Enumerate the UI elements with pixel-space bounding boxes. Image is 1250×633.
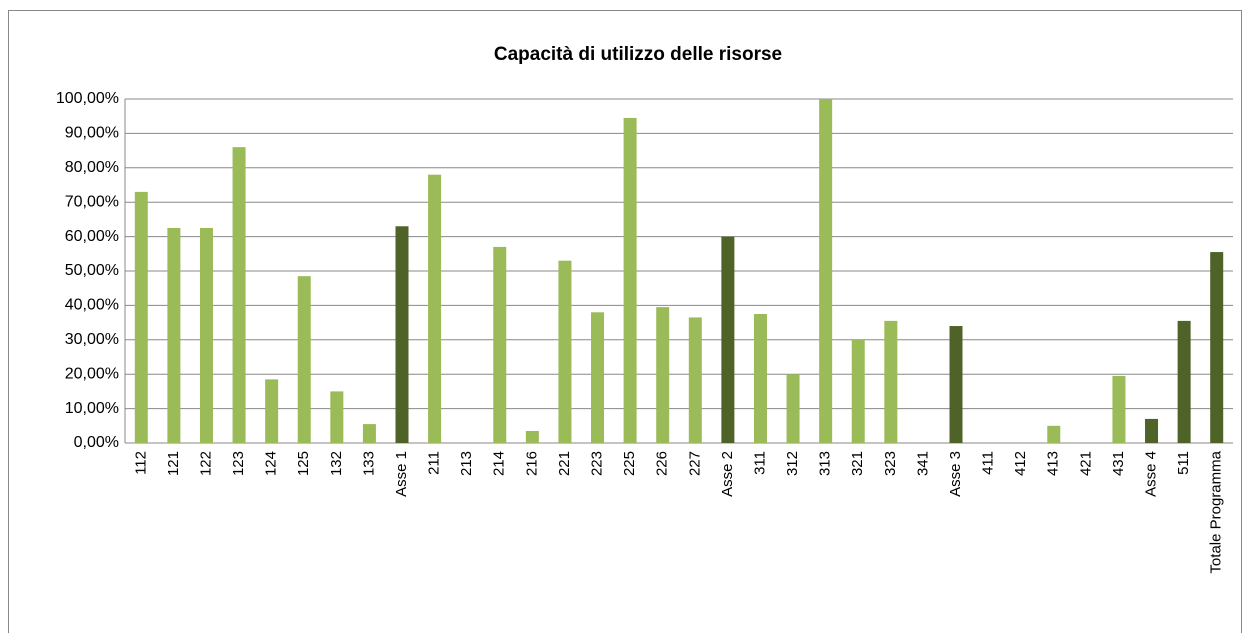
x-tick-label: 421 [1077, 451, 1094, 476]
y-tick-label: 60,00% [65, 228, 119, 245]
x-tick-label: 122 [197, 451, 214, 476]
x-tick-label: 125 [295, 451, 312, 476]
x-tick-label: Asse 2 [719, 451, 736, 497]
x-tick-label: 226 [654, 451, 671, 476]
bar [1112, 375, 1126, 443]
x-tick-label: 323 [882, 451, 899, 476]
x-tick-label: 413 [1045, 451, 1062, 476]
y-tick-label: 10,00% [65, 400, 119, 417]
bar [753, 314, 767, 443]
x-tick-label: 213 [458, 451, 475, 476]
x-tick-label: 321 [849, 451, 866, 476]
bar [949, 326, 963, 443]
bar [362, 424, 376, 443]
bar [134, 191, 148, 443]
x-tick-label: 412 [1012, 451, 1029, 476]
bar [232, 147, 246, 443]
x-tick-label: 227 [686, 451, 703, 476]
bar [851, 339, 865, 443]
y-tick-label: 70,00% [65, 193, 119, 210]
bar [819, 99, 833, 443]
x-tick-label: 341 [914, 451, 931, 476]
x-tick-label: 124 [263, 451, 280, 476]
bar [786, 374, 800, 443]
x-tick-label: 311 [751, 451, 768, 475]
bar [330, 391, 344, 443]
x-tick-label: Asse 3 [947, 451, 964, 497]
bar [688, 317, 702, 443]
x-tick-label: 121 [165, 451, 182, 476]
chart-title: Capacità di utilizzo delle risorse [494, 44, 782, 65]
y-tick-label: 100,00% [56, 90, 119, 107]
y-tick-label: 0,00% [74, 434, 119, 451]
bar [1047, 425, 1061, 443]
x-tick-label: Asse 1 [393, 451, 410, 497]
bar [884, 320, 898, 443]
y-tick-label: 90,00% [65, 125, 119, 142]
x-tick-label: 112 [132, 451, 149, 475]
x-tick-label: 214 [491, 451, 508, 476]
bar [265, 379, 279, 443]
bar [591, 312, 605, 443]
bar [721, 236, 735, 443]
bar [1210, 252, 1224, 443]
bar [623, 117, 637, 444]
bar [395, 226, 409, 443]
bar [297, 276, 311, 443]
y-tick-label: 40,00% [65, 297, 119, 314]
bar [558, 260, 572, 443]
bar [1177, 320, 1191, 443]
y-tick-label: 30,00% [65, 331, 119, 348]
bar [1145, 418, 1159, 443]
y-tick-label: 50,00% [65, 262, 119, 279]
x-tick-label: 133 [360, 451, 377, 476]
x-tick-label: 511 [1175, 451, 1192, 475]
x-tick-label: Asse 4 [1142, 451, 1159, 497]
x-tick-label: 431 [1110, 451, 1127, 476]
y-tick-label: 20,00% [65, 365, 119, 382]
bar [167, 228, 181, 443]
x-tick-label: 223 [588, 451, 605, 476]
y-tick-label: 80,00% [65, 159, 119, 176]
x-tick-label: 313 [817, 451, 834, 476]
x-tick-label: 221 [556, 451, 573, 476]
x-tick-label: 211 [426, 451, 443, 475]
x-tick-label: 312 [784, 451, 801, 476]
x-tick-label: 411 [980, 451, 997, 475]
x-tick-label: 225 [621, 451, 638, 476]
x-tick-label: 123 [230, 451, 247, 476]
bar [199, 228, 213, 443]
bar [656, 307, 670, 443]
bar [428, 174, 442, 443]
x-tick-label: 216 [523, 451, 540, 476]
x-tick-label: Totale Programma [1208, 450, 1225, 573]
x-tick-label: 132 [328, 451, 345, 476]
bar [493, 246, 507, 443]
bar [525, 430, 539, 443]
